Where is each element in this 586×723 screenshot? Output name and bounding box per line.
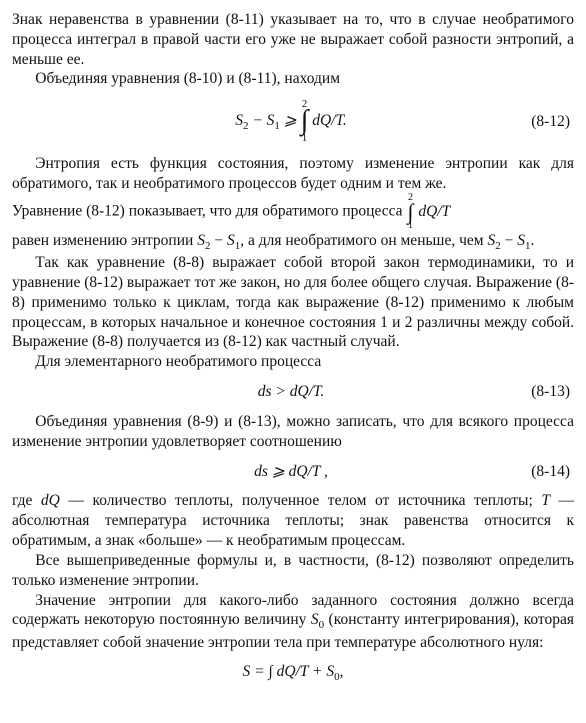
equation-final-body: S = ∫ dQ/T + S0, [243,662,344,684]
page: Знак неравенства в уравнении (8-11) указ… [0,0,586,723]
equation-8-12-body: S2 − S1 ⩾ 2∫1 dQ/T. [235,99,347,143]
paragraph-3b: Уравнение (8-12) показывает, что для обр… [12,193,574,231]
paragraph-8: Все вышеприведенные формулы и, в частнос… [12,551,574,591]
integral-icon: 2∫1 [301,99,309,143]
paragraph-5: Для элементарного необратимого процесса [12,352,574,372]
equation-8-12-number: (8-12) [347,112,574,132]
equation-8-13-number: (8-13) [324,382,574,402]
integral-icon: 2∫1 [407,193,413,231]
equation-8-14-body: ds ⩾ dQ/T , [254,462,328,482]
paragraph-1: Знак неравенства в уравнении (8-11) указ… [12,10,574,69]
equation-8-12: S2 − S1 ⩾ 2∫1 dQ/T. (8-12) [12,99,574,143]
equation-8-13: ds > dQ/T. (8-13) [12,382,574,402]
paragraph-6: Объединяя уравнения (8-9) и (8-13), можн… [12,412,574,452]
paragraph-3c: равен изменению энтропии S2 − S1, а для … [12,231,574,253]
paragraph-2: Объединяя уравнения (8-10) и (8-11), нах… [12,69,574,89]
equation-8-13-body: ds > dQ/T. [258,382,325,402]
paragraph-7: где dQ — количество теплоты, полученное … [12,491,574,550]
paragraph-3a: Энтропия есть функция состояния, поэтому… [12,154,574,194]
paragraph-4: Так как уравнение (8-8) выражает собой в… [12,253,574,352]
equation-8-14: ds ⩾ dQ/T , (8-14) [12,462,574,482]
equation-8-14-number: (8-14) [328,462,574,482]
equation-final: S = ∫ dQ/T + S0, [12,662,574,684]
paragraph-9: Значение энтропии для какого-либо заданн… [12,591,574,653]
